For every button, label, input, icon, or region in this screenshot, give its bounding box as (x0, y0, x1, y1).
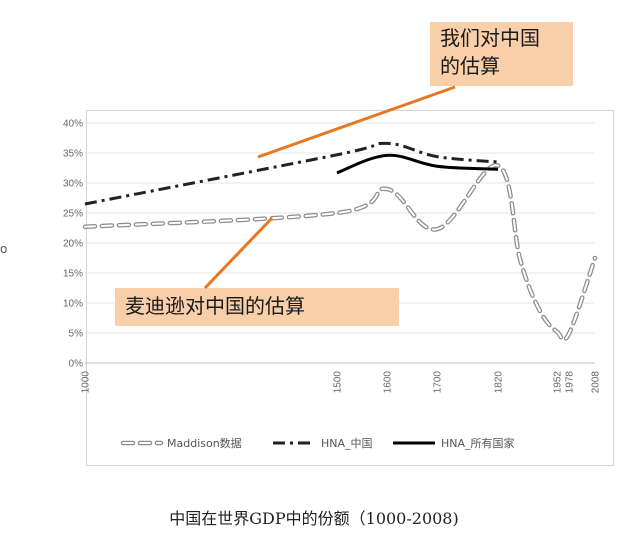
y-tick-label: 25% (63, 209, 83, 220)
y-tick-label: 20% (63, 239, 83, 250)
legend-label: HNA_中国 (321, 437, 373, 450)
y-tick-label: 30% (63, 179, 83, 190)
series-line-2 (336, 153, 499, 175)
x-tick-label: 1600 (383, 371, 394, 394)
y-tick-label: 5% (69, 329, 84, 340)
legend: Maddison数据 HNA_中国 HNA_所有国家 (120, 436, 515, 450)
callout-our-estimate-line2: 的估算 (440, 54, 500, 78)
x-axis-ticks: 1000 1500 1600 1700 1820 1952 1978 2008 (81, 371, 602, 394)
series-line-0 (84, 164, 596, 341)
callout-our-estimate-line1: 我们对中国 (440, 26, 540, 50)
x-tick-label: 1952 (553, 371, 564, 394)
series-line-1 (84, 141, 499, 206)
y-tick-label: 15% (63, 269, 83, 280)
x-tick-label: 1820 (494, 371, 505, 394)
left-margin-mark: o (0, 242, 8, 256)
y-axis-ticks: 0% 5% 10% 15% 20% 25% 30% 35% 40% (63, 119, 83, 370)
legend-label: HNA_所有国家 (441, 436, 515, 450)
chart-svg: 0% 5% 10% 15% 20% 25% 30% 35% 40% 1000 1500 1600 17… (63, 119, 602, 451)
x-tick-label: 2008 (591, 371, 602, 394)
chart-caption: 中国在世界GDP中的份额（1000-2008) (169, 509, 459, 528)
y-tick-label: 40% (63, 119, 83, 130)
x-tick-label: 1000 (81, 371, 92, 394)
y-tick-label: 0% (69, 359, 84, 370)
y-tick-label: 10% (63, 299, 83, 310)
legend-label: Maddison数据 (167, 436, 242, 450)
x-tick-label: 1978 (565, 371, 576, 394)
x-tick-label: 1700 (433, 371, 444, 394)
callout-our-estimate: 我们对中国 的估算 (430, 22, 573, 86)
callout-maddison-estimate: 麦迪逊对中国的估算 (115, 288, 399, 326)
y-tick-label: 35% (63, 149, 83, 160)
x-tick-label: 1500 (333, 371, 344, 394)
series-lines (82, 141, 598, 343)
